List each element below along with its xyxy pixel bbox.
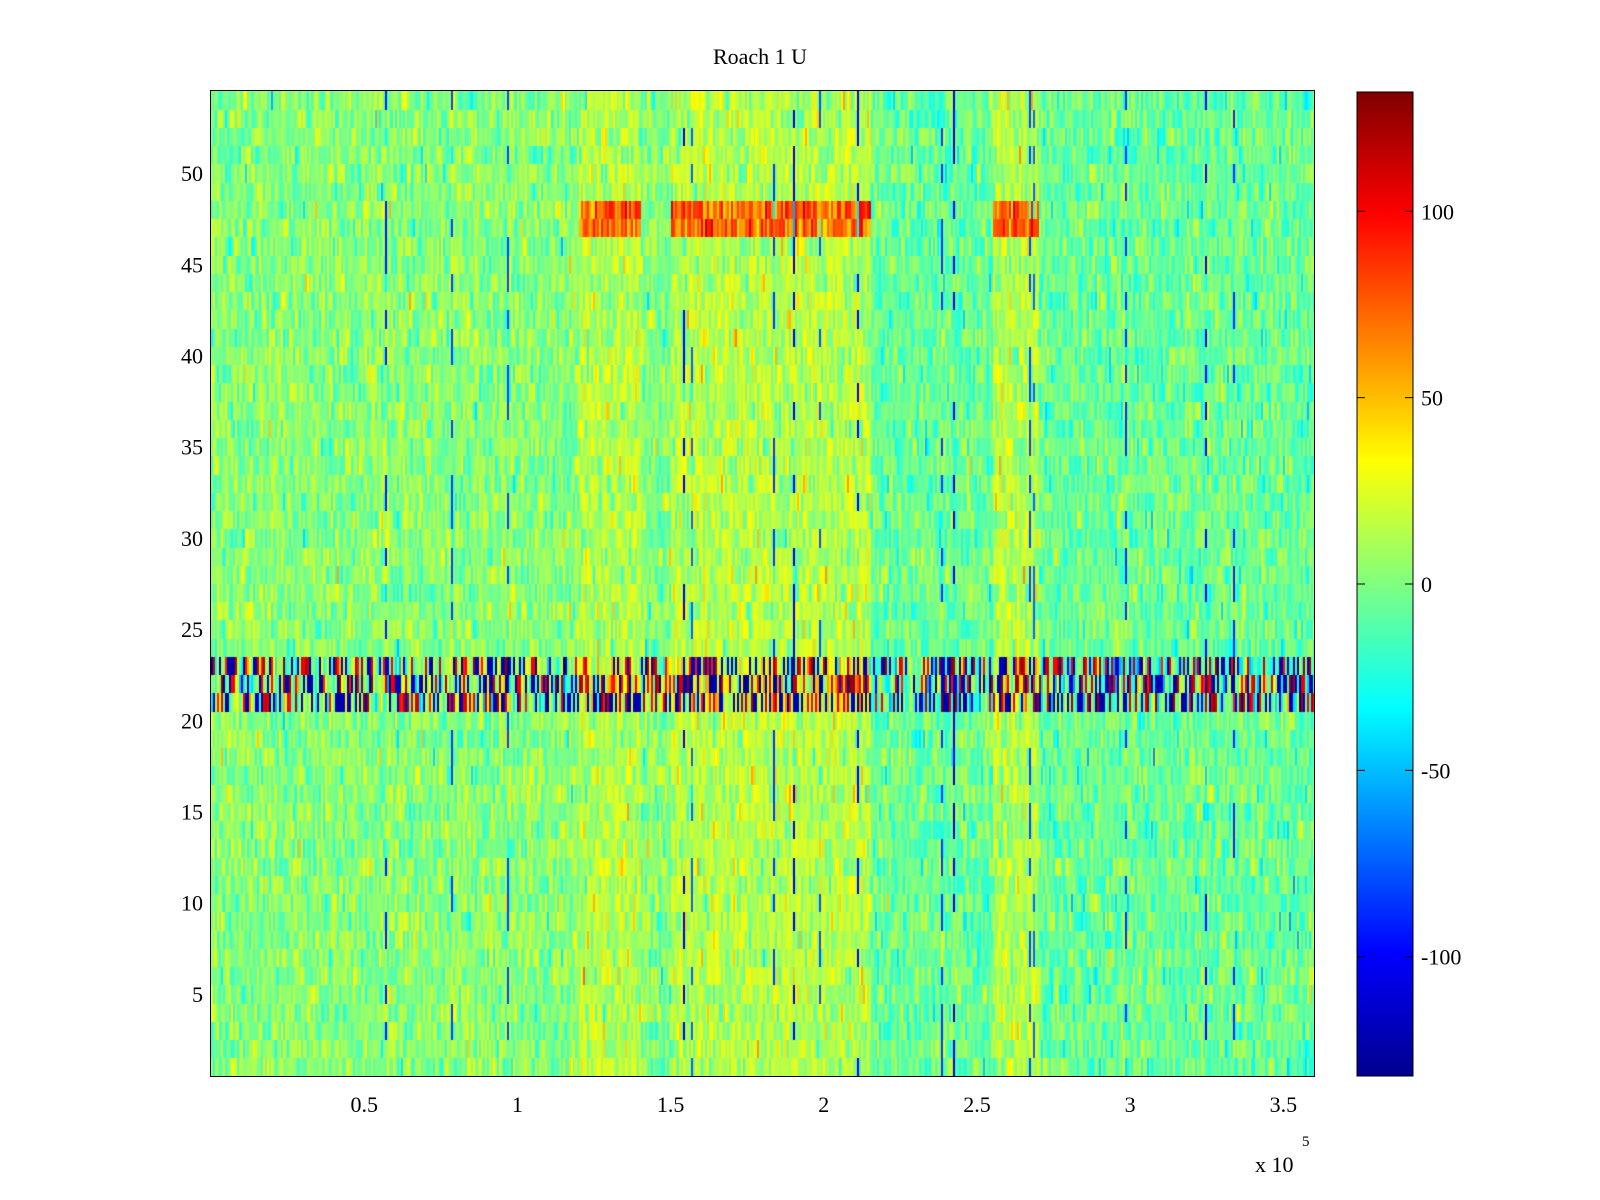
heatmap-image	[211, 91, 1314, 1076]
colorbar-tick-label: -100	[1421, 945, 1461, 970]
colorbar-tick-label: 100	[1421, 199, 1454, 224]
y-tick-label: 25	[181, 617, 203, 642]
x-tick-label: 2	[818, 1092, 829, 1117]
y-axis: 5 10 15 20 25 30 35 40 45 50	[181, 161, 1314, 1007]
plot-frame	[210, 90, 1315, 1077]
chart-title: Roach 1 U	[712, 44, 808, 69]
y-tick-label: 20	[181, 708, 203, 733]
y-tick-label: 15	[181, 800, 203, 825]
y-tick-label: 40	[181, 343, 203, 368]
y-tick-label: 50	[181, 161, 203, 186]
x-tick-label: 3	[1125, 1092, 1136, 1117]
x-tick-label: 3.5	[1270, 1092, 1298, 1117]
colorbar-axis: -100 -50 0 50 100	[1357, 199, 1461, 970]
x-multiplier-exponent: 5	[1302, 1134, 1310, 1150]
x-multiplier-label: x 10	[1255, 1152, 1294, 1177]
colorbar-tick-label: -50	[1421, 758, 1450, 783]
x-tick-label: 1	[512, 1092, 523, 1117]
x-tick-label: 1.5	[657, 1092, 685, 1117]
y-tick-label: 10	[181, 891, 203, 916]
y-tick-label: 30	[181, 526, 203, 551]
y-tick-label: 45	[181, 252, 203, 277]
y-tick-label: 35	[181, 435, 203, 460]
y-tick-label: 5	[192, 982, 203, 1007]
colorbar-tick-label: 50	[1421, 386, 1443, 411]
colorbar	[1356, 91, 1414, 1077]
colorbar-tick-label: 0	[1421, 572, 1432, 597]
x-tick-label: 2.5	[963, 1092, 991, 1117]
x-tick-label: 0.5	[350, 1092, 378, 1117]
